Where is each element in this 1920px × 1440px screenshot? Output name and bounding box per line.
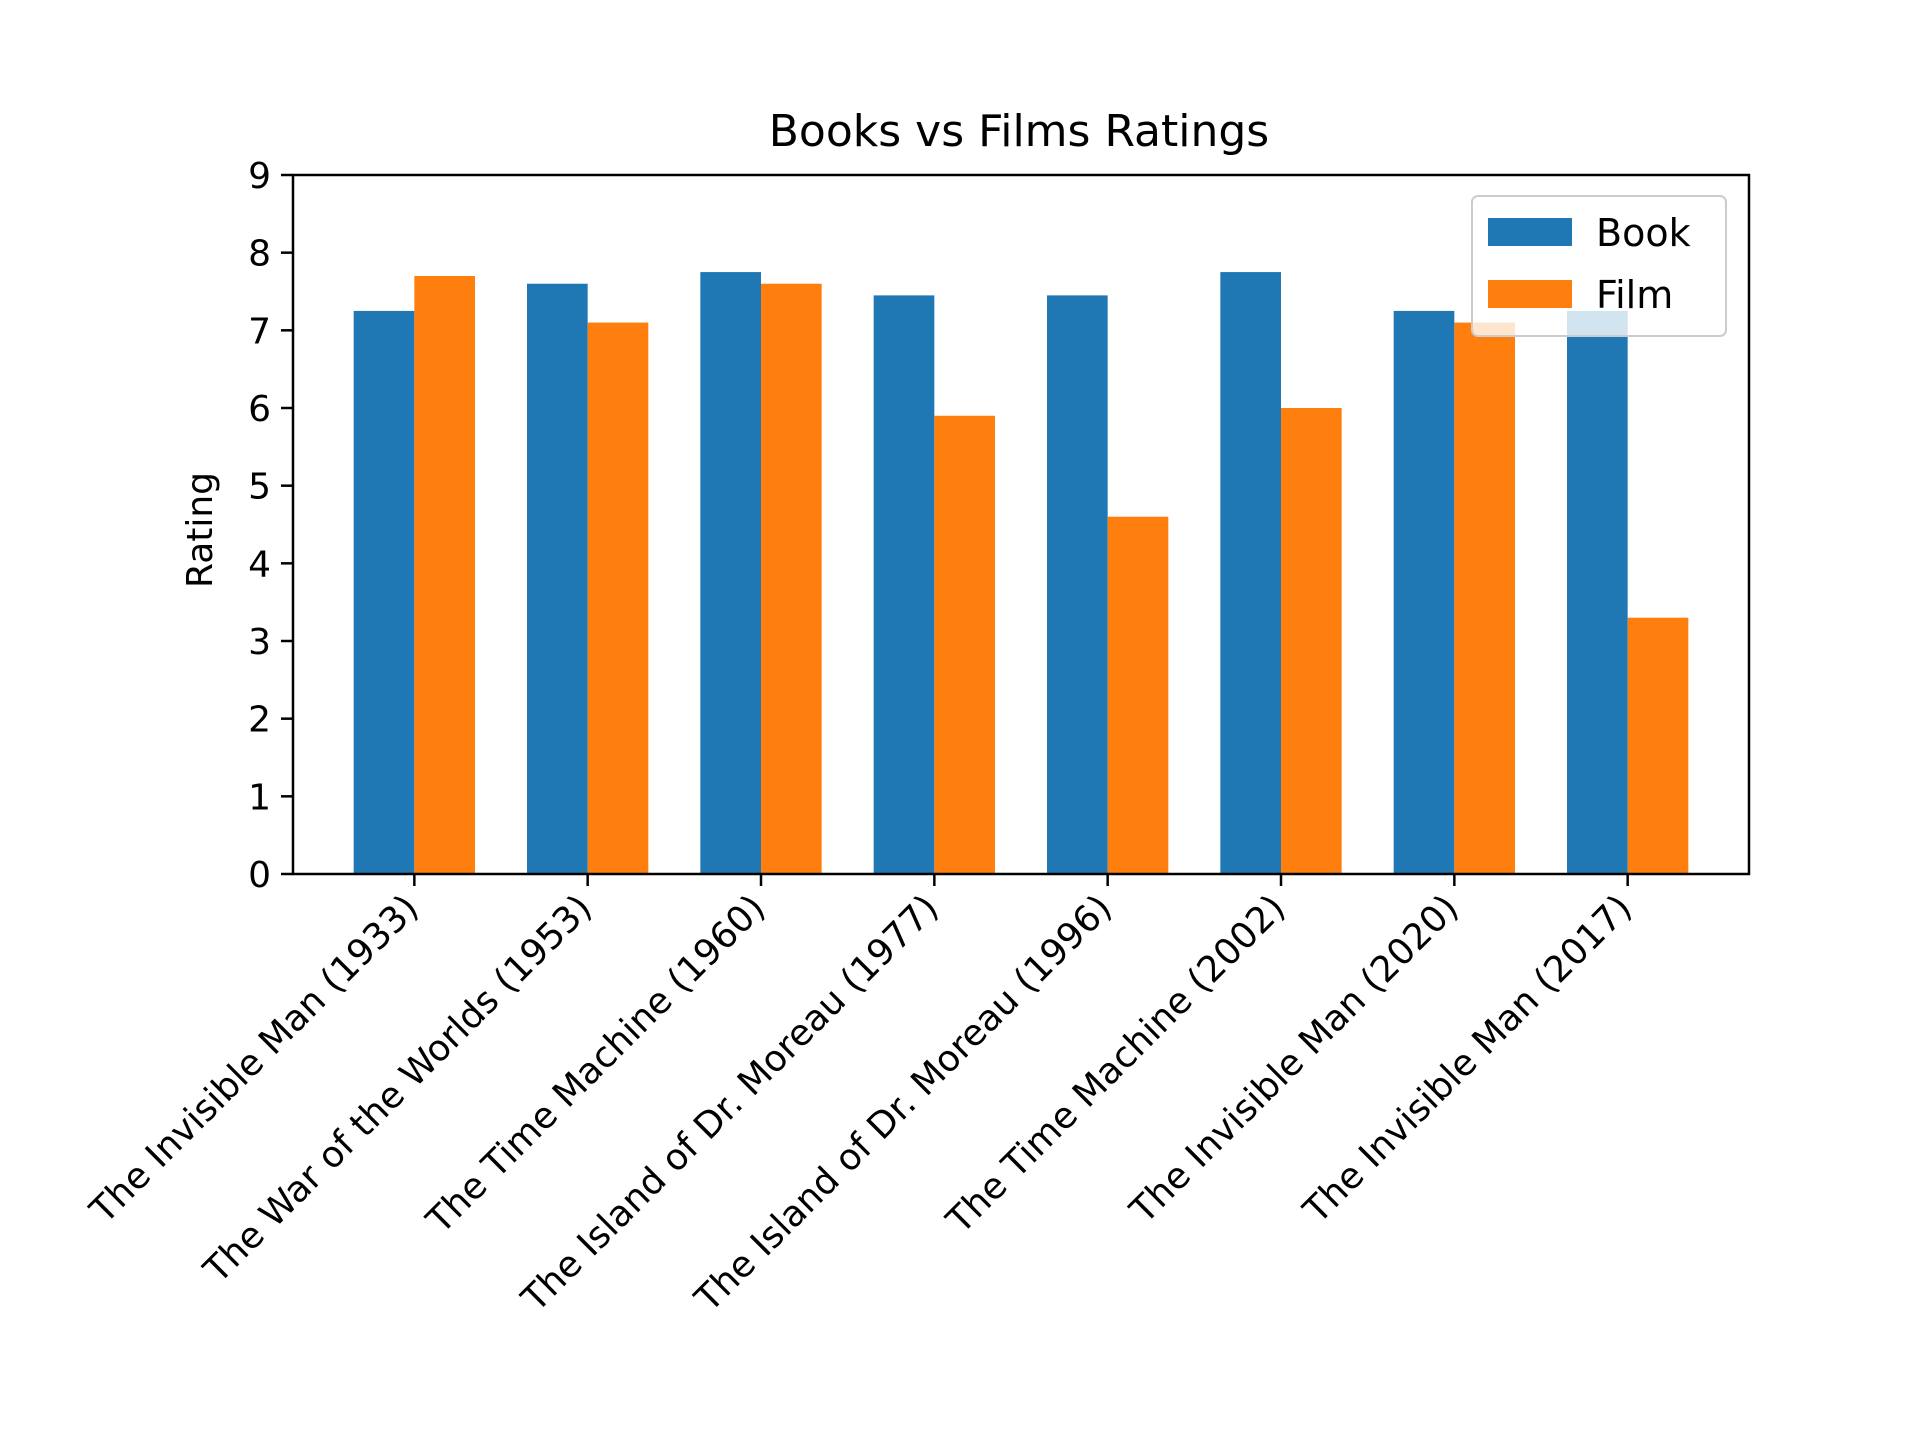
- x-axis-ticks: The Invisible Man (1933)The War of the W…: [82, 874, 1640, 1320]
- bar-book-2: [700, 272, 761, 874]
- x-tick-label: The Invisible Man (1933): [82, 887, 427, 1232]
- bar-book-6: [1393, 310, 1455, 875]
- bar-book-3: [873, 295, 935, 875]
- chart-title: Books vs Films Ratings: [769, 106, 1269, 157]
- bar-film-0: [414, 275, 475, 874]
- bar-book-5: [1220, 272, 1281, 874]
- plot-frame: [291, 173, 1751, 876]
- y-tick-label: 8: [248, 234, 271, 275]
- y-axis-label: Rating: [180, 472, 221, 588]
- x-tick-label: The Invisible Man (2017): [1295, 887, 1640, 1232]
- bar-book-4: [1047, 295, 1108, 875]
- y-tick-label: 9: [248, 156, 271, 197]
- x-tick-label: The Invisible Man (2020): [1122, 887, 1467, 1232]
- y-tick-label: 3: [248, 622, 271, 663]
- y-tick-label: 0: [248, 855, 271, 896]
- legend-swatch-book: [1488, 218, 1572, 246]
- legend-label-film: Film: [1596, 273, 1673, 317]
- x-tick-label: The War of the Worlds (1953): [196, 887, 600, 1291]
- bar-film-7: [1627, 617, 1689, 874]
- y-tick-label: 4: [248, 544, 271, 585]
- x-tick-label: The Time Machine (1960): [419, 887, 774, 1242]
- bars-group: [353, 272, 1689, 875]
- bar-book-1: [527, 283, 588, 874]
- bar-book-0: [353, 310, 415, 875]
- legend-label-book: Book: [1596, 211, 1691, 255]
- legend: Book Film: [1471, 195, 1727, 337]
- y-tick-label: 5: [248, 467, 271, 508]
- x-tick-label: The Time Machine (2002): [939, 887, 1294, 1242]
- bar-film-6: [1454, 322, 1515, 875]
- bar-film-1: [587, 322, 649, 875]
- bar-film-3: [934, 415, 995, 874]
- bar-book-7: [1567, 310, 1628, 875]
- legend-swatch-film: [1488, 280, 1572, 308]
- bar-film-4: [1107, 516, 1169, 874]
- y-tick-label: 2: [248, 700, 271, 741]
- y-axis-ticks: 0 1 2 3 4 5 6 7 8 9: [248, 156, 293, 896]
- bar-film-5: [1281, 408, 1342, 874]
- y-tick-label: 7: [248, 311, 271, 352]
- y-tick-label: 6: [248, 389, 271, 430]
- y-tick-label: 1: [248, 777, 271, 818]
- bar-film-2: [761, 283, 822, 874]
